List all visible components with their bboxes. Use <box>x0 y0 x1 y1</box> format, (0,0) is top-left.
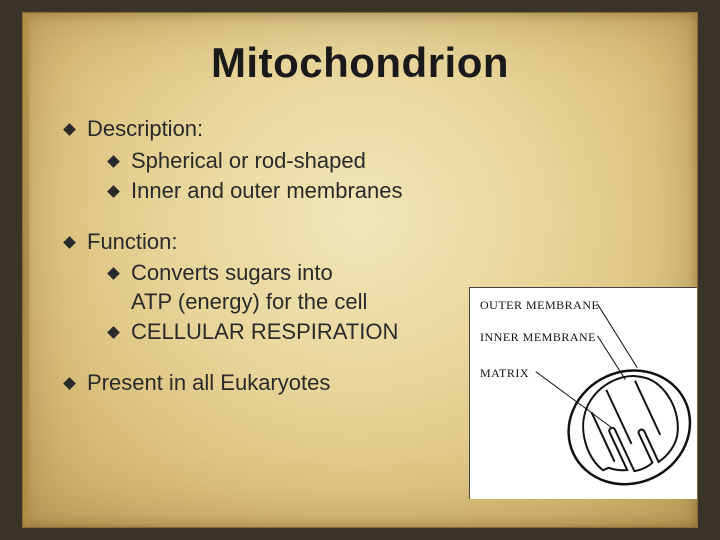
mito-svg <box>470 288 697 499</box>
bullet-function-label: Function: <box>87 229 178 254</box>
bullet-description: Description: Spherical or rod-shaped Inn… <box>65 115 655 206</box>
desc-item-1: Spherical or rod-shaped <box>109 147 655 176</box>
func-item-1a: Converts sugars into <box>131 260 333 285</box>
slide: Mitochondrion Description: Spherical or … <box>22 12 698 528</box>
mitochondrion-diagram: OUTER MEMBRANE INNER MEMBRANE MATRIX <box>469 287 697 499</box>
desc-item-2: Inner and outer membranes <box>109 177 655 206</box>
slide-title: Mitochondrion <box>65 39 655 87</box>
description-sublist: Spherical or rod-shaped Inner and outer … <box>87 147 655 206</box>
bullet-description-label: Description: <box>87 116 203 141</box>
